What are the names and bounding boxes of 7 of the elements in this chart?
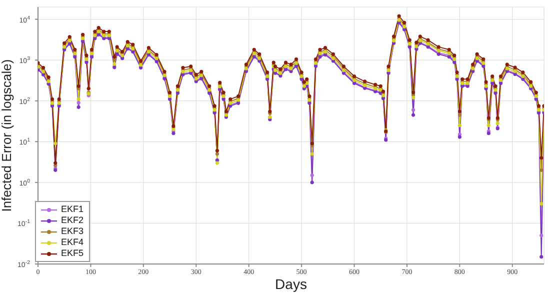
legend-label: EKF4 [61, 237, 84, 248]
x-axis-title: Days [275, 276, 307, 292]
legend-label: EKF3 [61, 226, 84, 237]
y-axis-title: Infected Error (in logscale) [0, 59, 14, 212]
legend-label: EKF1 [61, 204, 84, 215]
legend-label: EKF5 [61, 248, 84, 259]
legend-label: EKF2 [61, 215, 84, 226]
